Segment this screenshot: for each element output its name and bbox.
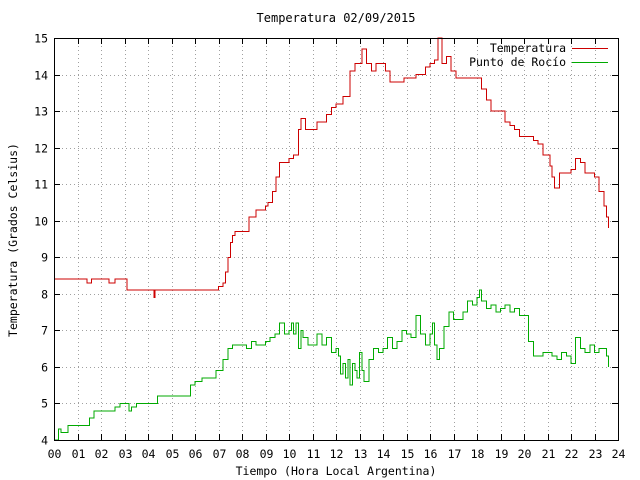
series-line-temperatura <box>54 37 610 298</box>
x-tick-label: 10 <box>283 447 297 461</box>
x-tick-label: 03 <box>119 447 133 461</box>
x-tick-label: 23 <box>589 447 603 461</box>
y-tick-label: 8 <box>41 288 48 302</box>
y-tick-label: 15 <box>34 32 48 46</box>
x-tick-label: 18 <box>471 447 485 461</box>
x-tick-label: 13 <box>354 447 368 461</box>
y-tick-label: 10 <box>34 215 48 229</box>
y-tick-label: 6 <box>41 361 48 375</box>
x-tick-label: 08 <box>236 447 250 461</box>
x-tick-label: 21 <box>542 447 556 461</box>
x-tick-label: 12 <box>330 447 344 461</box>
y-tick-label: 5 <box>41 397 48 411</box>
x-tick-label: 20 <box>518 447 532 461</box>
series-lines <box>54 37 610 441</box>
x-tick-label: 15 <box>401 447 415 461</box>
y-tick-label: 7 <box>41 324 48 338</box>
x-tick-label: 01 <box>72 447 86 461</box>
y-tick-labels: 4 5 6 7 8 9 10 11 12 13 14 15 <box>34 32 48 448</box>
x-tick-label: 14 <box>377 447 391 461</box>
x-tick-label: 09 <box>260 447 274 461</box>
y-tick-label: 11 <box>34 178 48 192</box>
x-tick-label: 00 <box>48 447 62 461</box>
y-tick-label: 4 <box>41 434 48 448</box>
y-tick-label: 9 <box>41 251 48 265</box>
x-tick-label: 22 <box>565 447 579 461</box>
plot-frame <box>54 38 619 441</box>
legend: Temperatura Punto de Rocío <box>469 41 608 69</box>
x-tick-label: 04 <box>142 447 156 461</box>
x-tick-label: 02 <box>95 447 109 461</box>
legend-label-punto-de-rocio: Punto de Rocío <box>469 55 566 69</box>
x-tick-label: 07 <box>213 447 227 461</box>
series-line-punto-de-rocio <box>54 289 610 441</box>
y-tick-label: 14 <box>34 69 48 83</box>
y-axis-label: Temperatura (Grados Celsius) <box>6 143 20 337</box>
chart-title: Temperatura 02/09/2015 <box>257 11 416 25</box>
x-tick-label: 06 <box>189 447 203 461</box>
x-tick-label: 16 <box>424 447 438 461</box>
y-tick-label: 13 <box>34 105 48 119</box>
x-axis-label: Tiempo (Hora Local Argentina) <box>236 464 437 478</box>
x-tick-label: 17 <box>448 447 462 461</box>
x-tick-label: 11 <box>307 447 321 461</box>
grid <box>54 38 618 440</box>
legend-label-temperatura: Temperatura <box>490 41 566 55</box>
x-tick-labels: 00 01 02 03 04 05 06 07 08 09 10 11 12 13 14 15 16 17 18 19… <box>48 447 626 461</box>
x-tick-label: 05 <box>166 447 180 461</box>
y-tick-label: 12 <box>34 142 48 156</box>
x-tick-label: 19 <box>495 447 509 461</box>
x-tick-label: 24 <box>612 447 626 461</box>
